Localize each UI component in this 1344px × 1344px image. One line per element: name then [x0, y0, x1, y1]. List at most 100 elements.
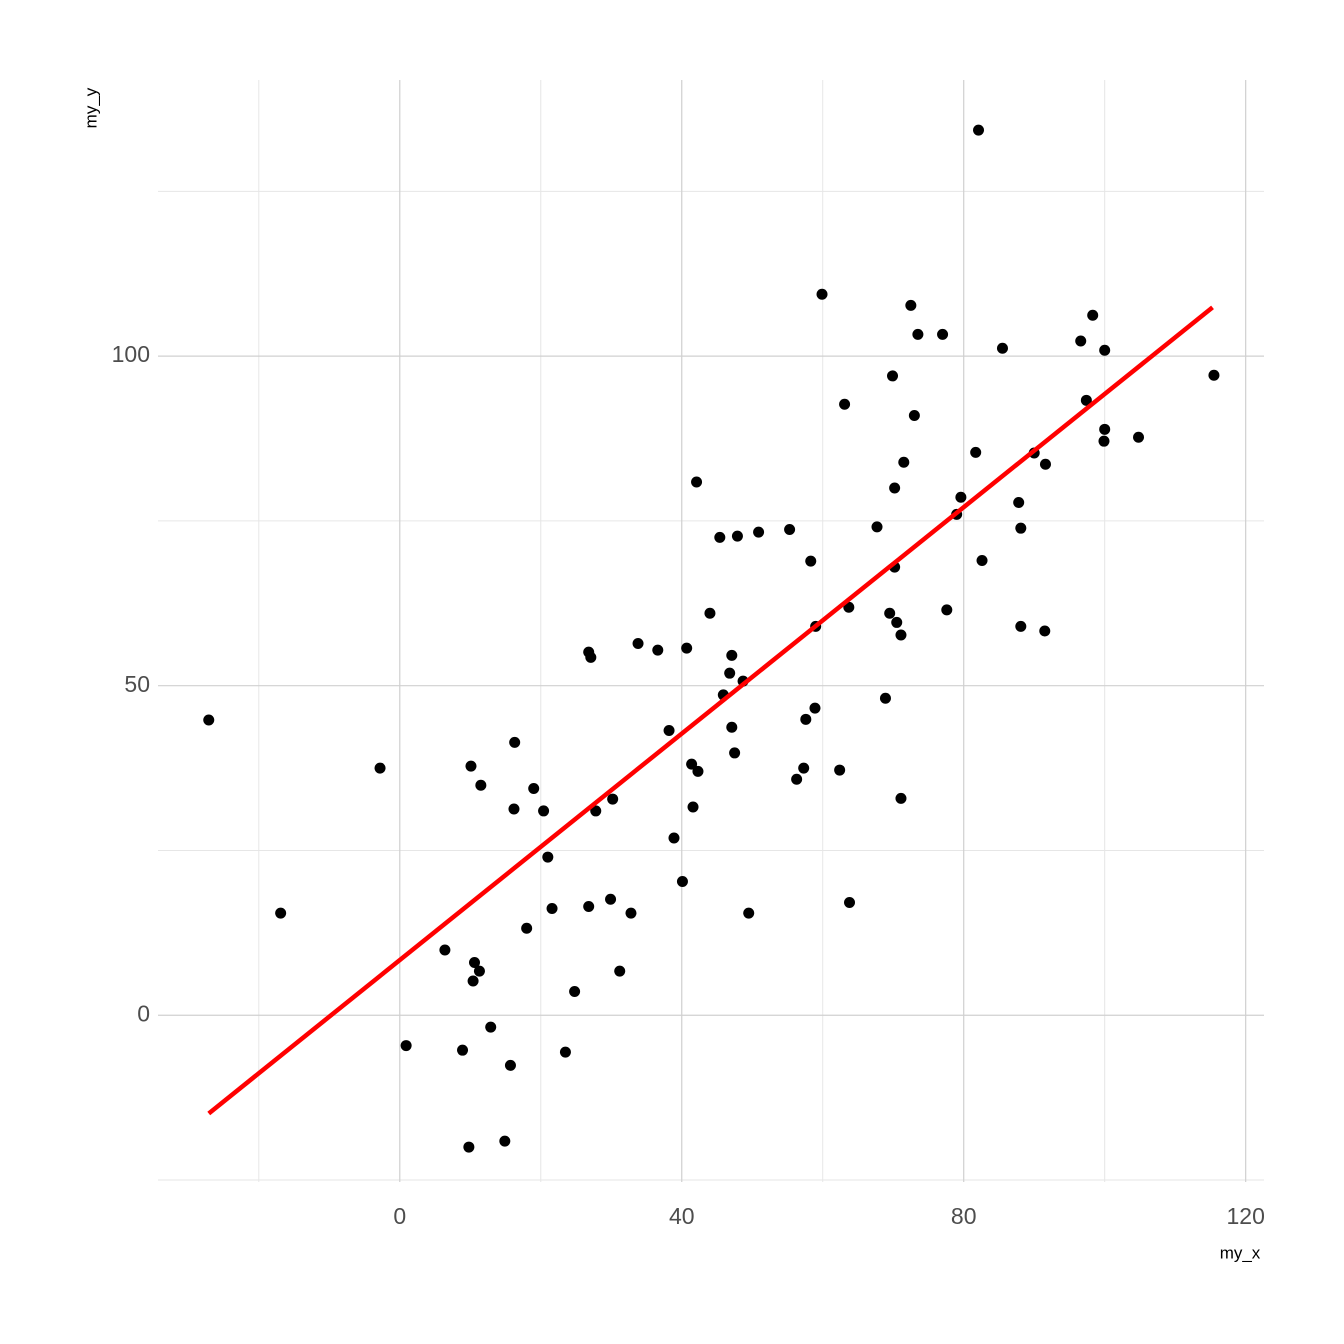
point: [1080, 394, 1092, 406]
point: [614, 965, 626, 977]
x-tick-label: 0: [393, 1203, 406, 1229]
x-tick-label: 40: [669, 1203, 695, 1229]
x-tick-label: 120: [1226, 1203, 1264, 1229]
point: [996, 342, 1008, 354]
point: [973, 124, 985, 136]
point: [1099, 423, 1111, 435]
point: [955, 491, 967, 503]
point: [463, 1141, 475, 1153]
point: [905, 299, 917, 311]
point: [625, 907, 637, 919]
point: [469, 957, 481, 969]
point: [632, 638, 644, 650]
point: [692, 765, 704, 777]
point: [203, 714, 215, 726]
point: [538, 805, 550, 817]
point: [1075, 335, 1087, 347]
point: [485, 1021, 497, 1033]
point: [590, 805, 602, 817]
point: [1015, 522, 1027, 534]
point: [465, 760, 477, 772]
point: [1208, 369, 1220, 381]
point: [668, 832, 680, 844]
point: [784, 524, 796, 535]
point: [879, 692, 891, 704]
point: [731, 530, 743, 542]
point: [1013, 496, 1025, 508]
point: [1015, 620, 1027, 632]
point: [663, 725, 675, 737]
y-tick-label: 100: [112, 341, 150, 367]
point: [800, 713, 812, 725]
point: [687, 801, 699, 813]
point: [499, 1135, 511, 1147]
point: [891, 616, 903, 628]
y-tick-label: 0: [137, 1000, 150, 1026]
point: [726, 721, 738, 733]
point: [844, 897, 856, 909]
point: [839, 398, 851, 410]
point: [889, 482, 901, 494]
point: [546, 902, 558, 914]
point: [559, 1046, 571, 1058]
point: [805, 555, 817, 567]
point: [275, 907, 287, 919]
point: [937, 328, 949, 340]
point: [457, 1044, 469, 1056]
point: [714, 531, 726, 543]
point: [1099, 344, 1111, 356]
point: [475, 779, 487, 791]
point: [871, 521, 883, 533]
point: [1087, 309, 1099, 321]
point: [473, 965, 485, 977]
point: [583, 901, 595, 912]
point: [569, 986, 581, 998]
point: [676, 875, 688, 887]
point: [941, 604, 953, 616]
point: [726, 649, 738, 661]
y-tick-label: 50: [124, 671, 150, 697]
point: [1133, 431, 1145, 443]
point: [834, 764, 846, 776]
point: [1039, 458, 1051, 470]
point: [898, 456, 910, 468]
point: [912, 328, 924, 340]
point: [681, 642, 693, 654]
point: [895, 792, 907, 804]
point: [374, 762, 386, 774]
point: [691, 476, 703, 488]
point: [704, 607, 716, 619]
point: [724, 667, 736, 679]
point: [542, 851, 554, 863]
point: [743, 907, 755, 919]
point: [970, 446, 982, 458]
point: [605, 893, 617, 905]
point: [1098, 435, 1110, 447]
point: [887, 370, 899, 382]
y-axis-title: my_y: [81, 87, 100, 128]
point: [508, 803, 520, 815]
point: [798, 762, 810, 774]
point: [816, 288, 828, 300]
trend-line: [207, 305, 1214, 1116]
point: [686, 758, 698, 770]
point: [1039, 625, 1051, 637]
point: [607, 793, 619, 805]
point: [467, 975, 479, 987]
x-tick-label: 80: [951, 1203, 977, 1229]
point: [439, 944, 451, 956]
point: [400, 1040, 412, 1052]
point: [895, 629, 907, 641]
point: [884, 607, 896, 619]
point: [753, 526, 765, 538]
point: [809, 702, 821, 714]
point: [791, 773, 803, 785]
point: [652, 644, 664, 656]
point: [976, 554, 988, 566]
point: [509, 736, 521, 748]
point: [528, 783, 540, 795]
x-axis-title: my_x: [1220, 1243, 1261, 1262]
point: [521, 922, 533, 934]
point: [729, 747, 741, 759]
